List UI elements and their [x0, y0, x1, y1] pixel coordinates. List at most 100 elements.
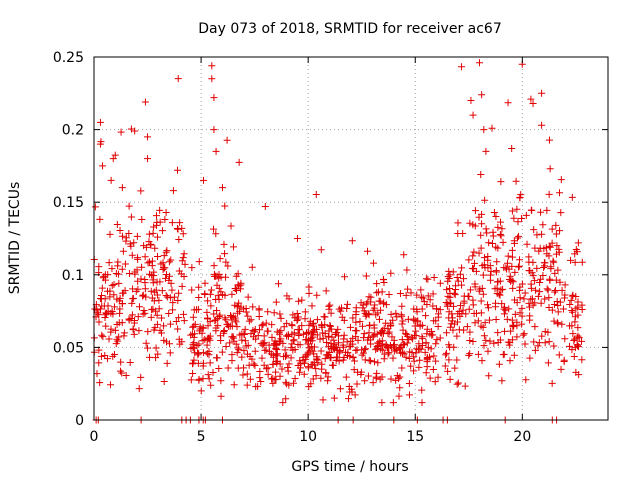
data-point: [218, 348, 226, 356]
data-point: [122, 234, 130, 242]
data-point: [413, 345, 421, 353]
data-point: [248, 263, 256, 271]
data-point: [236, 307, 244, 315]
data-point: [553, 319, 561, 327]
data-point: [310, 350, 318, 358]
data-point: [372, 373, 380, 381]
data-point: [496, 231, 504, 239]
data-point: [460, 275, 468, 283]
data-point: [453, 332, 461, 340]
data-point: [304, 348, 312, 356]
data-point: [130, 239, 138, 247]
data-point: [534, 342, 542, 350]
data-point: [403, 330, 411, 338]
data-point: [175, 335, 183, 343]
data-point: [367, 357, 375, 365]
data-point: [329, 344, 337, 352]
data-point: [201, 279, 209, 287]
data-point: [352, 346, 360, 354]
data-point: [295, 332, 303, 340]
data-point: [349, 314, 357, 322]
data-point: [400, 341, 408, 349]
data-point: [552, 276, 560, 284]
data-point: [516, 309, 524, 317]
x-tick-label: 20: [513, 429, 531, 445]
data-point: [105, 335, 113, 343]
data-point: [373, 289, 381, 297]
data-point: [195, 340, 203, 348]
data-point: [153, 291, 161, 299]
data-point: [351, 327, 359, 335]
data-point: [356, 318, 364, 326]
data-point: [385, 290, 393, 298]
data-point: [443, 329, 451, 337]
data-point: [157, 260, 165, 268]
data-point: [151, 244, 159, 252]
data-point: [467, 97, 475, 105]
data-point: [398, 348, 406, 356]
data-point: [272, 298, 280, 306]
data-point: [128, 251, 136, 259]
data-point: [436, 279, 444, 287]
data-point: [364, 247, 372, 255]
data-point: [544, 286, 552, 294]
data-point: [446, 271, 454, 279]
data-point: [554, 320, 562, 328]
data-point: [116, 367, 124, 375]
data-point: [96, 140, 104, 148]
data-point: [407, 289, 415, 297]
data-point: [487, 267, 495, 275]
data-point: [558, 286, 566, 294]
data-point: [572, 368, 580, 376]
data-point: [154, 350, 162, 358]
data-point: [91, 305, 99, 313]
data-point: [203, 308, 211, 316]
data-point: [393, 313, 401, 321]
data-point: [238, 336, 246, 344]
data-point: [555, 351, 563, 359]
data-point: [454, 230, 462, 238]
data-point: [351, 391, 359, 399]
data-point: [508, 246, 516, 254]
data-point: [424, 292, 432, 300]
data-point: [210, 272, 218, 280]
data-point: [502, 306, 510, 314]
data-point: [558, 320, 566, 328]
data-point: [270, 340, 278, 348]
data-point: [518, 304, 526, 312]
data-point: [503, 315, 511, 323]
data-point: [365, 329, 373, 337]
data-point: [148, 257, 156, 265]
data-point: [409, 335, 417, 343]
data-point: [149, 229, 157, 237]
data-point: [221, 314, 229, 322]
data-point: [261, 203, 269, 211]
data-point: [504, 99, 512, 107]
data-point: [380, 324, 388, 332]
data-point: [411, 331, 419, 339]
data-point: [517, 191, 525, 199]
data-point: [497, 286, 505, 294]
data-point: [543, 285, 551, 293]
data-point: [560, 356, 568, 364]
data-point: [284, 331, 292, 339]
data-point: [138, 263, 146, 271]
data-point: [559, 305, 567, 313]
data-point: [499, 238, 507, 246]
data-point: [97, 352, 105, 360]
data-point: [285, 295, 293, 303]
data-point: [160, 336, 168, 344]
data-point: [514, 218, 522, 226]
data-point: [569, 291, 577, 299]
data-point: [445, 267, 453, 275]
data-point: [374, 359, 382, 367]
data-point: [189, 313, 197, 321]
data-point: [550, 301, 558, 309]
data-point: [537, 275, 545, 283]
data-point: [362, 312, 370, 320]
x-tick-label: 15: [406, 429, 424, 445]
data-point: [523, 240, 531, 248]
data-point: [254, 332, 262, 340]
data-point: [115, 319, 123, 327]
data-point: [109, 310, 117, 318]
